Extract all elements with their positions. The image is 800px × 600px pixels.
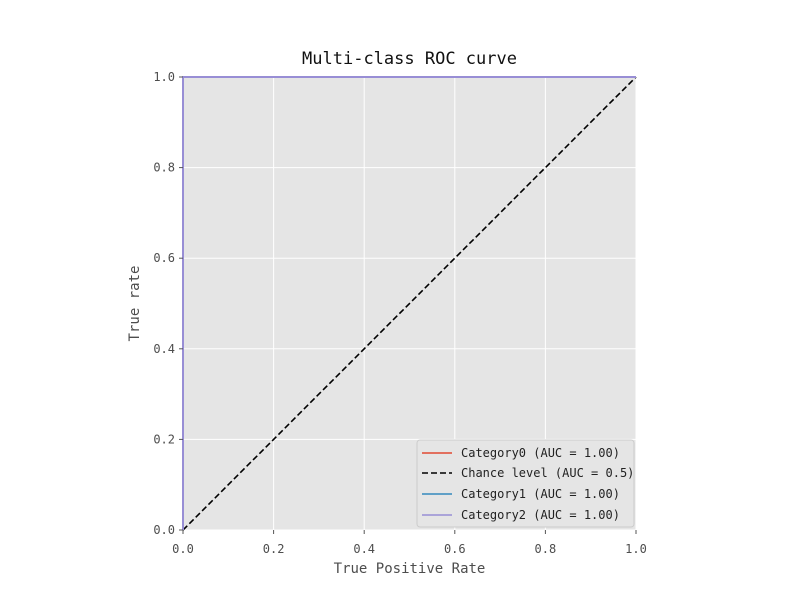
y-tick-label: 1.0	[153, 70, 175, 84]
grid	[182, 76, 637, 531]
ticks: 0.0 0.2 0.4 0.6 0.8 1.0 0.0 0.2 0.4 0.6 0.8 1.0	[153, 70, 647, 556]
x-tick-label: 1.0	[625, 542, 647, 556]
legend-label-category2: Category2 (AUC = 1.00)	[461, 508, 620, 522]
x-tick-label: 0.8	[535, 542, 557, 556]
legend-box	[416, 439, 635, 528]
y-tick-label: 0.4	[153, 342, 175, 356]
x-axis-label: True Positive Rate	[334, 561, 486, 577]
x-tick-label: 0.4	[353, 542, 375, 556]
x-tick-label: 0.2	[263, 542, 285, 556]
legend-label-category1: Category1 (AUC = 1.00)	[461, 487, 620, 501]
y-tick-label: 0.8	[153, 161, 175, 175]
legend-label-chance-level: Chance level (AUC = 0.5)	[461, 466, 634, 480]
y-tick-label: 0.0	[153, 523, 175, 537]
legend-label-category0: Category0 (AUC = 1.00)	[461, 446, 620, 460]
series-line-chance-level	[182, 76, 637, 531]
x-tick-label: 0.6	[444, 542, 466, 556]
legend: Category0 (AUC = 1.00) Chance level (AUC…	[416, 439, 635, 528]
y-axis-label: True rate	[127, 266, 143, 342]
x-tick-label: 0.0	[172, 542, 194, 556]
y-tick-label: 0.2	[153, 432, 175, 446]
y-tick-label: 0.6	[153, 251, 175, 265]
chart-title: Multi-class ROC curve	[302, 49, 517, 69]
